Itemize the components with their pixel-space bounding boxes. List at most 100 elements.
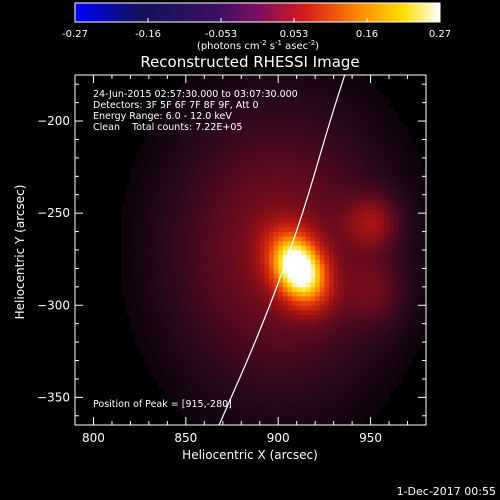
heatmap-pixel: [171, 180, 178, 186]
heatmap-pixel: [195, 176, 201, 182]
heatmap-pixel: [402, 194, 408, 200]
heatmap-pixel: [278, 98, 284, 104]
heatmap-pixel: [402, 254, 408, 260]
heatmap-pixel: [370, 250, 376, 256]
heatmap-pixel: [296, 84, 302, 90]
colorbar-gradient: [74, 2, 441, 23]
heatmap-pixel: [195, 392, 201, 398]
heatmap-pixel: [278, 401, 284, 407]
heatmap-pixel: [181, 277, 187, 283]
heatmap-pixel: [158, 217, 164, 223]
heatmap-pixel: [329, 309, 335, 315]
heatmap-pixel: [273, 365, 279, 371]
heatmap-pixel: [342, 190, 348, 196]
heatmap-pixel: [273, 309, 279, 315]
heatmap-pixel: [402, 319, 408, 325]
heatmap-pixel: [255, 406, 261, 412]
heatmap-pixel: [333, 194, 339, 200]
heatmap-pixel: [185, 245, 191, 251]
heatmap-pixel: [222, 383, 228, 389]
heatmap-pixel: [296, 337, 302, 343]
heatmap-pixel: [319, 208, 325, 214]
heatmap-pixel: [250, 411, 256, 417]
heatmap-pixel: [384, 102, 390, 108]
heatmap-pixel: [292, 342, 298, 348]
heatmap-pixel: [144, 240, 150, 246]
heatmap-pixel: [181, 254, 187, 260]
heatmap-pixel: [324, 351, 330, 357]
heatmap-pixel: [305, 268, 311, 274]
heatmap-pixel: [379, 157, 385, 163]
heatmap-pixel: [402, 369, 408, 375]
heatmap-pixel: [199, 420, 205, 425]
heatmap-pixel: [162, 203, 168, 209]
heatmap-pixel: [342, 401, 348, 407]
heatmap-pixel: [421, 282, 426, 288]
heatmap-pixel: [181, 102, 187, 108]
heatmap-pixel: [208, 300, 214, 306]
heatmap-pixel: [352, 203, 358, 209]
heatmap-pixel: [195, 351, 201, 357]
heatmap-pixel: [375, 383, 381, 389]
heatmap-pixel: [389, 157, 395, 163]
heatmap-pixel: [296, 323, 302, 329]
heatmap-pixel: [162, 185, 168, 191]
heatmap-pixel: [148, 240, 154, 246]
heatmap-pixel: [181, 351, 187, 357]
heatmap-pixel: [347, 323, 353, 329]
heatmap-pixel: [259, 314, 265, 320]
heatmap-pixel: [356, 323, 362, 329]
heatmap-pixel: [324, 314, 330, 320]
heatmap-pixel: [333, 134, 339, 140]
heatmap-pixel: [139, 300, 145, 306]
heatmap-pixel: [162, 250, 168, 256]
heatmap-pixel: [139, 286, 145, 292]
heatmap-pixel: [167, 268, 173, 274]
heatmap-pixel: [398, 157, 404, 163]
heatmap-pixel: [278, 203, 284, 209]
heatmap-pixel: [398, 259, 404, 265]
heatmap-pixel: [162, 282, 168, 288]
heatmap-pixel: [190, 351, 196, 357]
heatmap-pixel: [236, 397, 242, 403]
heatmap-pixel: [292, 337, 298, 343]
heatmap-pixel: [365, 337, 371, 343]
heatmap-pixel: [227, 411, 233, 417]
heatmap-pixel: [181, 203, 187, 209]
heatmap-pixel: [310, 231, 316, 237]
heatmap-pixel: [158, 286, 164, 292]
heatmap-pixel: [287, 291, 293, 297]
heatmap-pixel: [250, 144, 256, 150]
heatmap-pixel: [125, 282, 131, 288]
heatmap-pixel: [389, 300, 395, 306]
y-tick-label: −250: [37, 206, 70, 220]
heatmap-pixel: [268, 180, 274, 186]
heatmap-pixel: [282, 144, 288, 150]
heatmap-pixel: [287, 314, 293, 320]
heatmap-pixel: [301, 116, 307, 122]
heatmap-pixel: [250, 157, 256, 163]
heatmap-pixel: [148, 194, 154, 200]
heatmap-pixel: [268, 130, 274, 136]
heatmap-pixel: [370, 240, 376, 246]
heatmap-pixel: [402, 240, 408, 246]
heatmap-pixel: [352, 369, 358, 375]
heatmap-pixel: [393, 337, 399, 343]
heatmap-pixel: [329, 93, 335, 99]
heatmap-pixel: [268, 309, 274, 315]
heatmap-pixel: [356, 171, 362, 177]
heatmap-pixel: [292, 121, 298, 127]
heatmap-pixel: [347, 337, 353, 343]
heatmap-pixel: [292, 332, 298, 338]
heatmap-pixel: [204, 171, 210, 177]
heatmap-pixel: [421, 300, 426, 306]
heatmap-pixel: [162, 342, 168, 348]
heatmap-pixel: [287, 88, 293, 94]
heatmap-pixel: [190, 378, 196, 384]
heatmap-pixel: [282, 378, 288, 384]
heatmap-pixel: [310, 314, 316, 320]
heatmap-pixel: [310, 121, 316, 127]
heatmap-pixel: [130, 319, 136, 325]
heatmap-pixel: [319, 84, 325, 90]
heatmap-pixel: [167, 217, 173, 223]
